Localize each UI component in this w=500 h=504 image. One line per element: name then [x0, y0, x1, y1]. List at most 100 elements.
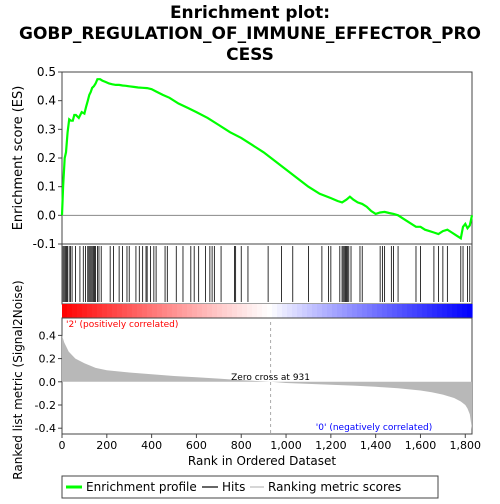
rank-color-segment	[422, 304, 428, 318]
x-tick-label: 400	[141, 439, 162, 452]
rank-color-segment	[357, 304, 363, 318]
hits-panel-frame	[61, 243, 473, 305]
rank-color-segment	[442, 304, 448, 318]
es-panel: -0.1 0.0 0.1 0.2 0.3 0.4 0.5 Enrichment score …	[11, 65, 474, 251]
rank-color-segment	[242, 304, 248, 318]
rank-color-segment	[362, 304, 368, 318]
rank-color-segment	[127, 304, 133, 318]
metric-y-tick-label: 0.4	[39, 329, 57, 342]
es-y-tick-label: 0.4	[37, 94, 56, 108]
rank-color-segment	[142, 304, 148, 318]
rank-color-segment	[262, 304, 268, 318]
rank-color-segment	[297, 304, 303, 318]
rank-color-segment	[462, 304, 468, 318]
legend-hits-label: Hits	[222, 480, 245, 494]
x-tick-label: 1,800	[450, 439, 482, 452]
metric-panel: -0.4 -0.2 0.0 0.2 0.4 Zero cross at 931 '2' …	[11, 280, 473, 480]
rank-color-segment	[377, 304, 383, 318]
rank-color-segment	[467, 304, 473, 318]
rank-color-segment	[72, 304, 78, 318]
rank-color-segment	[67, 304, 73, 318]
es-y-tick-label: 0.2	[37, 151, 56, 165]
rank-color-segment	[92, 304, 98, 318]
rank-color-segment	[317, 304, 323, 318]
rank-color-segment	[312, 304, 318, 318]
es-y-tick-label: 0.1	[37, 180, 56, 194]
rank-color-bar	[62, 304, 473, 318]
es-y-tick-label: 0.0	[37, 208, 56, 222]
x-tick-label: 1,400	[360, 439, 392, 452]
es-y-tick-label: -0.1	[33, 237, 56, 251]
x-tick-label: 0	[59, 439, 66, 452]
rank-color-segment	[122, 304, 128, 318]
rank-color-segment	[152, 304, 158, 318]
hits-panel	[61, 243, 473, 305]
rank-color-segment	[227, 304, 233, 318]
x-tick-label: 800	[231, 439, 252, 452]
x-tick-label: 1,200	[315, 439, 347, 452]
rank-color-segment	[392, 304, 398, 318]
rank-color-segment	[402, 304, 408, 318]
rank-color-segment	[162, 304, 168, 318]
es-y-ticks: -0.1 0.0 0.1 0.2 0.3 0.4 0.5	[33, 65, 62, 251]
rank-color-segment	[172, 304, 178, 318]
es-y-tick-label: 0.5	[37, 65, 56, 79]
rank-color-segment	[287, 304, 293, 318]
rank-color-segment	[322, 304, 328, 318]
rank-color-segment	[167, 304, 173, 318]
rank-color-segment	[452, 304, 458, 318]
rank-color-segment	[352, 304, 358, 318]
legend-metric-label: Ranking metric scores	[268, 480, 401, 494]
rank-color-segment	[177, 304, 183, 318]
rank-color-segment	[212, 304, 218, 318]
rank-color-segment	[82, 304, 88, 318]
rank-color-segment	[407, 304, 413, 318]
rank-color-segment	[387, 304, 393, 318]
rank-color-segment	[327, 304, 333, 318]
x-tick-label: 1,000	[270, 439, 302, 452]
rank-color-segment	[292, 304, 298, 318]
rank-color-segment	[62, 304, 68, 318]
rank-color-segment	[107, 304, 113, 318]
rank-color-segment	[237, 304, 243, 318]
rank-color-segment	[77, 304, 83, 318]
es-panel-frame	[61, 71, 473, 245]
rank-color-segment	[457, 304, 463, 318]
rank-color-segment	[412, 304, 418, 318]
metric-y-ticks: -0.4 -0.2 0.0 0.2 0.4	[35, 329, 62, 435]
rank-color-segment	[267, 304, 273, 318]
metric-y-tick-label: 0.2	[39, 353, 57, 366]
rank-color-segment	[87, 304, 93, 318]
rank-color-segment	[257, 304, 263, 318]
es-y-tick-label: 0.3	[37, 122, 56, 136]
legend: Enrichment profile Hits Ranking metric s…	[61, 475, 439, 499]
rank-color-segment	[282, 304, 288, 318]
rank-color-segment	[197, 304, 203, 318]
rank-color-segment	[382, 304, 388, 318]
rank-color-segment	[252, 304, 258, 318]
rank-color-segment	[217, 304, 223, 318]
rank-color-segment	[337, 304, 343, 318]
rank-color-segment	[232, 304, 238, 318]
rank-color-segment	[207, 304, 213, 318]
x-axis-label: Rank in Ordered Dataset	[188, 454, 336, 468]
rank-color-segment	[117, 304, 123, 318]
neg-corr-label: '0' (negatively correlated)	[316, 423, 432, 433]
metric-area	[62, 335, 472, 430]
rank-color-segment	[112, 304, 118, 318]
x-tick-label: 1,600	[405, 439, 437, 452]
rank-color-segment	[202, 304, 208, 318]
rank-color-segment	[417, 304, 423, 318]
rank-color-segment	[347, 304, 353, 318]
rank-color-segment	[192, 304, 198, 318]
rank-color-segment	[97, 304, 103, 318]
rank-color-segment	[147, 304, 153, 318]
rank-color-segment	[277, 304, 283, 318]
x-tick-label: 600	[186, 439, 207, 452]
metric-y-tick-label: -0.4	[35, 422, 56, 435]
rank-color-segment	[247, 304, 253, 318]
title-line-1: Enrichment plot:	[170, 3, 330, 23]
rank-color-segment	[102, 304, 108, 318]
legend-es-label: Enrichment profile	[86, 480, 197, 494]
